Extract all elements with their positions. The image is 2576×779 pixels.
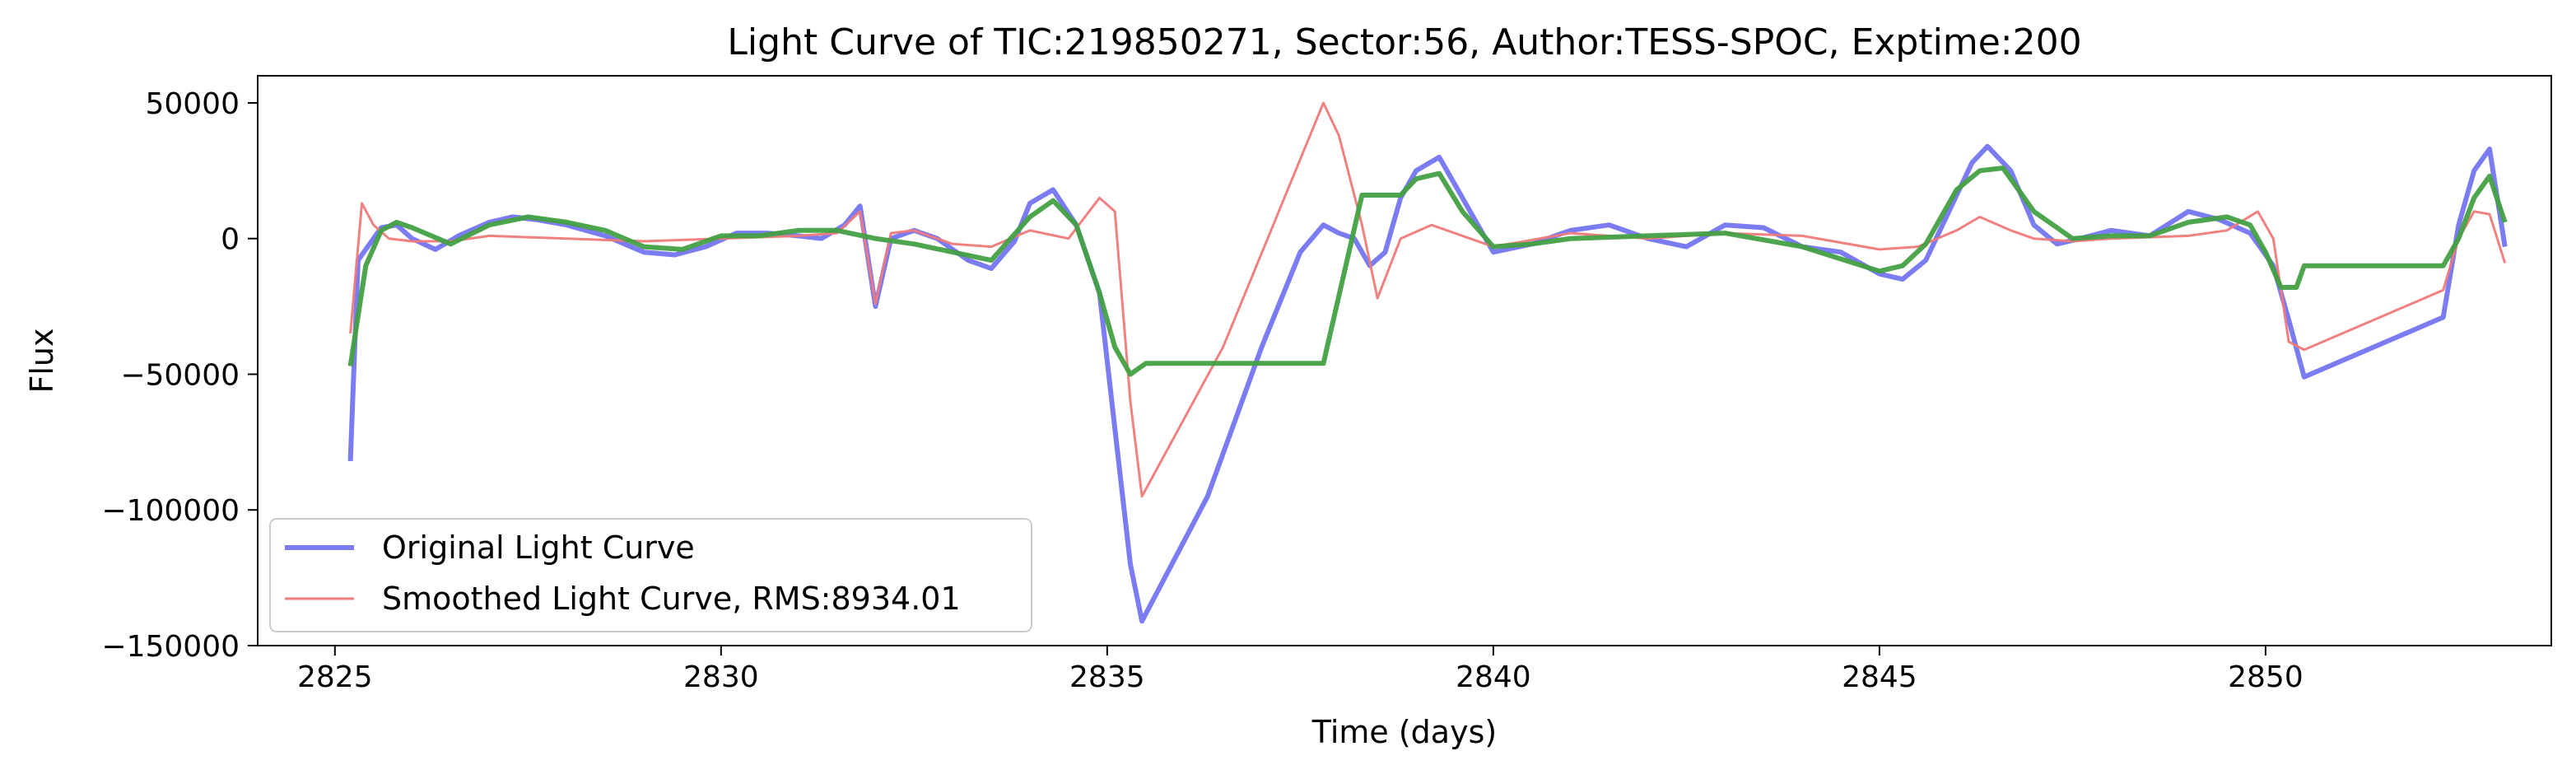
legend-box bbox=[269, 518, 1032, 632]
y-axis-label: Flux bbox=[24, 329, 60, 394]
chart-title: Light Curve of TIC:219850271, Sector:56,… bbox=[727, 21, 2081, 63]
x-tick-label: 2845 bbox=[1842, 660, 1917, 694]
series-line-trend bbox=[347, 166, 2508, 377]
legend: Original Light Curve Smoothed Light Curv… bbox=[269, 518, 1032, 632]
x-tick-label: 2840 bbox=[1456, 660, 1531, 694]
y-tick-label: −50000 bbox=[120, 358, 240, 392]
y-tick-label: −100000 bbox=[101, 494, 240, 528]
x-tick-label: 2830 bbox=[683, 660, 759, 694]
plot-frame bbox=[257, 75, 2552, 646]
y-tick-label: −150000 bbox=[101, 630, 240, 664]
x-axis-ticks: 2825 2830 2835 2840 2845 2850 bbox=[297, 646, 2303, 694]
x-tick-label: 2850 bbox=[2228, 660, 2303, 694]
y-tick-label: 50000 bbox=[145, 87, 240, 121]
series-line-smoothed bbox=[349, 101, 2507, 498]
x-axis-label: Time (days) bbox=[1311, 714, 1497, 750]
series-layer bbox=[347, 101, 2508, 624]
y-tick-label: 0 bbox=[221, 223, 240, 257]
x-tick-label: 2835 bbox=[1069, 660, 1145, 694]
y-axis-ticks: 50000 0 −50000 −100000 −150000 bbox=[101, 87, 258, 664]
legend-label-original: Original Light Curve bbox=[382, 529, 695, 566]
x-tick-label: 2825 bbox=[297, 660, 373, 694]
legend-label-smoothed: Smoothed Light Curve, RMS:8934.01 bbox=[382, 581, 961, 617]
